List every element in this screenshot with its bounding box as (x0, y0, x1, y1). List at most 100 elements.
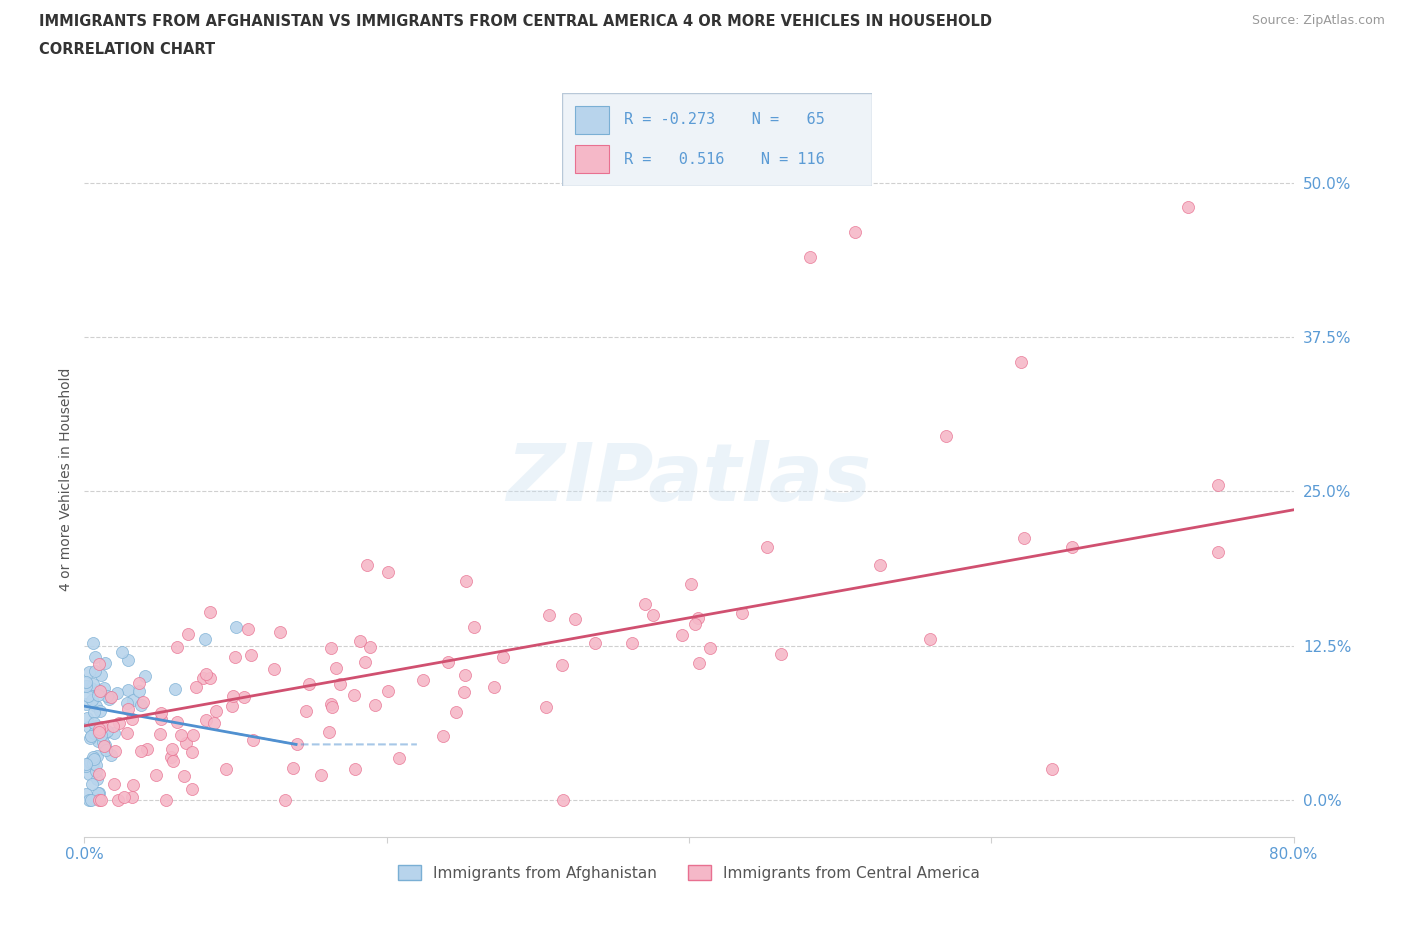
Point (343, 688, 366, 703)
Point (463, 620, 485, 635)
Point (583, 636, 606, 651)
Point (75, 758, 97, 773)
Point (620, 635, 643, 650)
Point (82, 635, 104, 650)
Point (100, 690, 122, 705)
Point (319, 641, 342, 656)
Point (169, 727, 191, 742)
Point (343, 762, 366, 777)
Point (432, 729, 454, 744)
Point (173, 768, 195, 783)
Point (281, 761, 304, 776)
Point (298, 677, 321, 692)
Point (87, 683, 110, 698)
Point (354, 655, 377, 670)
Point (1011, 354, 1033, 369)
Point (492, 650, 515, 665)
Point (162, 753, 184, 768)
Point (222, 689, 245, 704)
Text: R =   0.516    N = 116: R = 0.516 N = 116 (624, 152, 825, 166)
Point (1177, 200, 1199, 215)
Point (89, 766, 111, 781)
Point (685, 617, 707, 631)
Point (239, 648, 262, 663)
Point (89, 684, 111, 698)
Point (91, 735, 114, 750)
Point (221, 698, 243, 713)
Point (122, 693, 145, 708)
Point (117, 696, 139, 711)
Point (129, 698, 152, 713)
Point (236, 621, 259, 636)
Point (84, 698, 107, 713)
Text: Source: ZipAtlas.com: Source: ZipAtlas.com (1251, 14, 1385, 27)
Point (482, 679, 505, 694)
Point (89, 722, 111, 737)
Point (149, 726, 172, 741)
Point (225, 619, 247, 634)
Point (377, 684, 399, 698)
Point (699, 641, 721, 656)
Point (87, 688, 110, 703)
Point (89, 724, 111, 739)
Point (117, 683, 139, 698)
Point (454, 574, 477, 589)
Point (329, 677, 352, 692)
Point (799, 249, 821, 264)
Point (100, 747, 122, 762)
FancyBboxPatch shape (575, 145, 609, 173)
Point (155, 792, 177, 807)
Point (98, 689, 121, 704)
Text: R = -0.273    N =   65: R = -0.273 N = 65 (624, 113, 825, 127)
Point (82, 755, 104, 770)
Point (80, 792, 103, 807)
Point (412, 673, 434, 688)
Point (319, 697, 342, 711)
Point (83, 716, 105, 731)
Point (679, 577, 702, 591)
Point (134, 669, 156, 684)
Point (321, 699, 343, 714)
Point (181, 744, 204, 759)
Point (195, 712, 218, 727)
Point (84, 649, 107, 664)
Point (165, 682, 187, 697)
Point (75, 674, 97, 689)
FancyBboxPatch shape (562, 93, 872, 186)
Point (204, 704, 226, 719)
Point (215, 762, 238, 777)
Point (93, 681, 115, 696)
Point (166, 714, 188, 729)
Point (1040, 762, 1063, 777)
Point (86, 771, 108, 786)
Point (112, 790, 135, 804)
Point (82, 692, 104, 707)
Point (444, 704, 467, 719)
Point (730, 605, 752, 620)
Point (195, 667, 218, 682)
Point (920, 631, 942, 646)
Point (269, 624, 291, 639)
Point (90, 668, 112, 683)
Point (202, 716, 225, 731)
Point (181, 727, 204, 742)
Text: ZIPatlas: ZIPatlas (506, 440, 872, 518)
Point (80, 729, 103, 744)
Point (263, 661, 285, 676)
Point (377, 565, 399, 579)
Point (756, 539, 779, 554)
Point (83, 751, 105, 766)
Point (105, 685, 128, 700)
Point (77, 665, 100, 680)
Point (96, 688, 118, 703)
Point (96, 724, 118, 738)
Point (537, 608, 560, 623)
Point (86, 724, 108, 739)
Point (94, 737, 117, 752)
Point (536, 699, 558, 714)
Point (359, 640, 381, 655)
Point (103, 725, 125, 740)
Point (77, 720, 100, 735)
Point (93, 726, 115, 741)
Point (87, 734, 110, 749)
